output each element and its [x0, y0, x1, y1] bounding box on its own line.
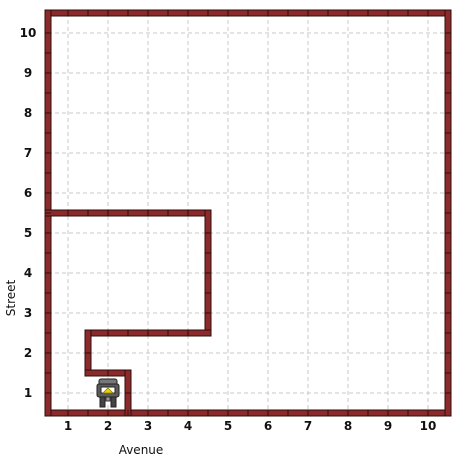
y-tick-label: 1	[24, 386, 32, 400]
y-tick-label: 2	[24, 346, 32, 360]
x-tick-label: 8	[344, 419, 352, 433]
y-tick-label: 4	[24, 266, 32, 280]
y-tick-label: 8	[24, 106, 32, 120]
y-tick-label: 7	[24, 146, 32, 160]
y-tick-label: 9	[24, 66, 32, 80]
y-tick-label: 3	[24, 306, 32, 320]
y-tick-label: 5	[24, 226, 32, 240]
x-tick-label: 3	[144, 419, 152, 433]
x-tick-label: 4	[184, 419, 192, 433]
x-tick-label: 7	[304, 419, 312, 433]
y-axis-label: Street	[4, 279, 18, 316]
x-tick-label: 10	[420, 419, 437, 433]
x-axis-label: Avenue	[119, 443, 164, 457]
x-tick-label: 5	[224, 419, 232, 433]
y-tick-label: 6	[24, 186, 32, 200]
y-tick-label: 10	[20, 26, 37, 40]
x-tick-label: 9	[384, 419, 392, 433]
x-tick-label: 1	[64, 419, 72, 433]
x-tick-label: 6	[264, 419, 272, 433]
x-tick-label: 2	[104, 419, 112, 433]
